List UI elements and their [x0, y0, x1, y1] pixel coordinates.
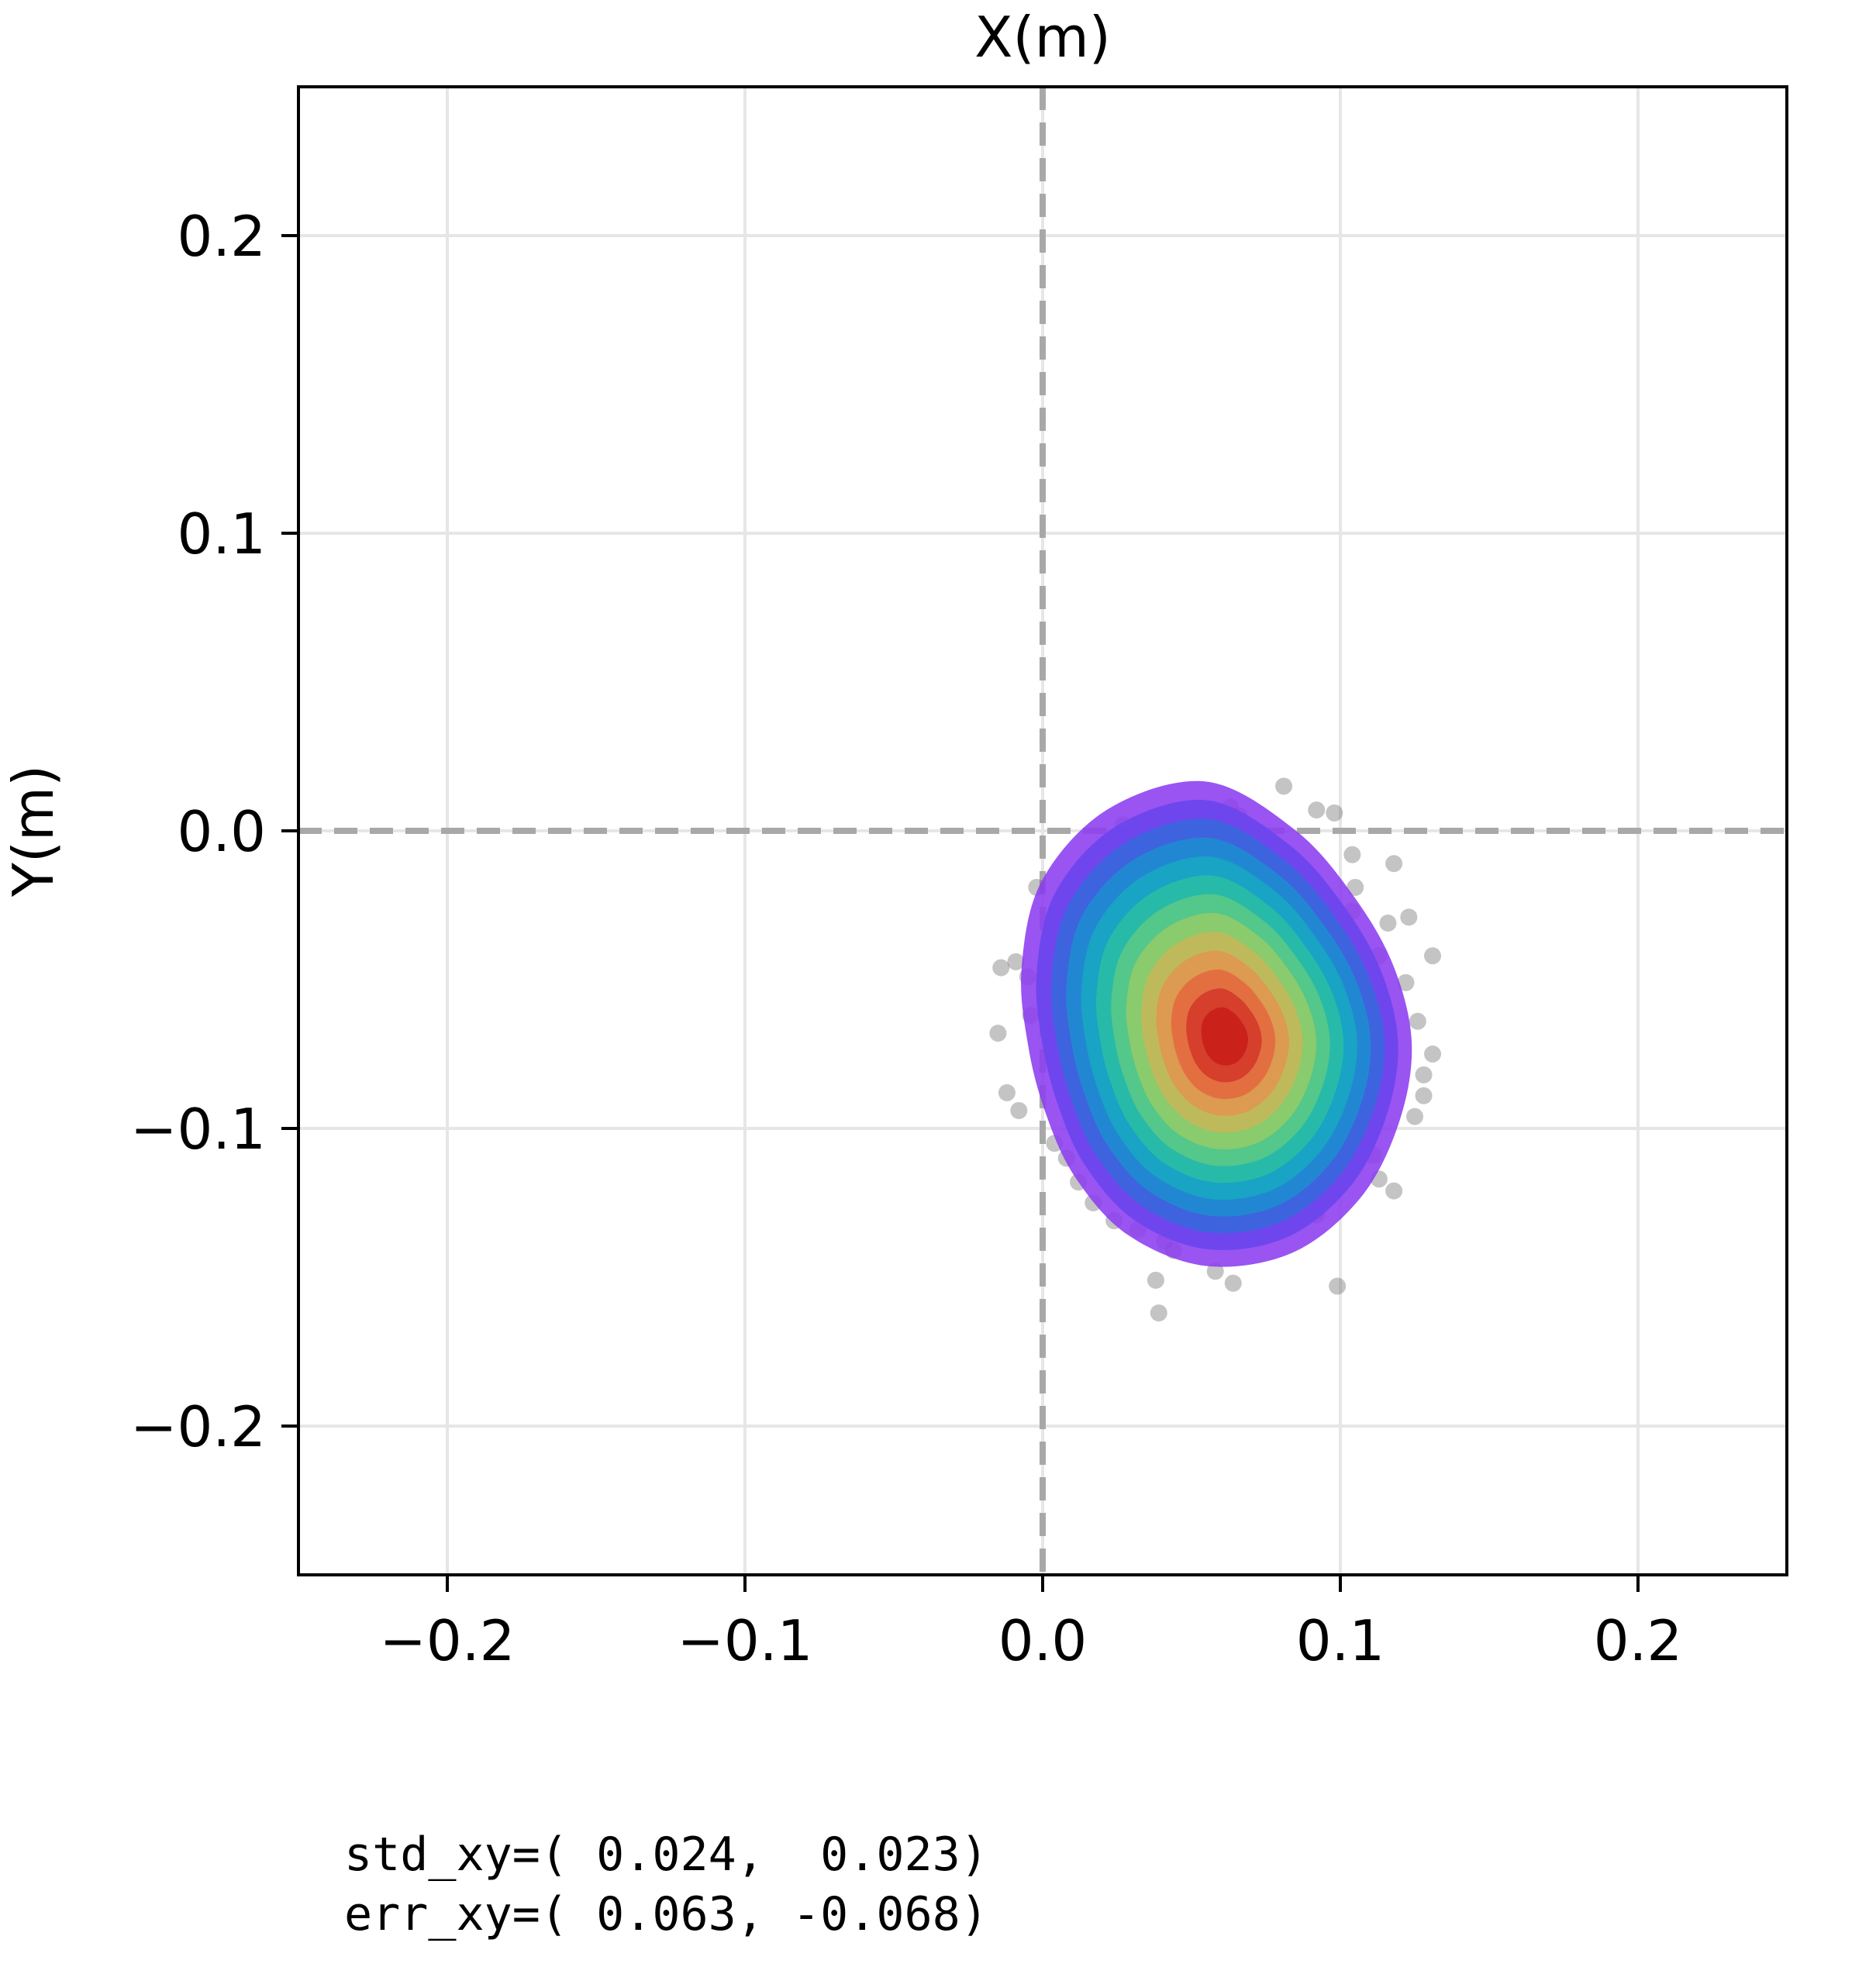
scatter-point-59 [1385, 1182, 1403, 1200]
y-tick-label-4: 0.2 [177, 204, 266, 269]
scatter-point-42 [1415, 1066, 1433, 1083]
scatter-point-43 [1424, 1046, 1442, 1063]
scatter-point-25 [1010, 1101, 1028, 1119]
scatter-point-55 [1329, 1277, 1347, 1295]
density-level-12 [1201, 1007, 1249, 1066]
scatter-point-51 [1206, 1263, 1224, 1280]
x-tick-label-4: 0.2 [1594, 1608, 1683, 1673]
y-axis-label: Y(m) [1, 765, 66, 897]
x-axis-label: X(m) [974, 5, 1111, 70]
x-tick-label-1: −0.1 [678, 1608, 813, 1673]
x-tick-label-0: −0.2 [380, 1608, 516, 1673]
scatter-point-47 [1379, 915, 1397, 932]
scatter-point-0 [1275, 777, 1293, 795]
scatter-point-48 [1347, 878, 1364, 896]
scatter-point-44 [1409, 1012, 1426, 1030]
x-tick-label-3: 0.1 [1296, 1608, 1385, 1673]
y-tick-label-3: 0.1 [177, 501, 266, 567]
x-tick-label-2: 0.0 [998, 1608, 1088, 1673]
scatter-point-17 [1400, 908, 1418, 926]
scatter-point-52 [1147, 1271, 1164, 1289]
scatter-point-54 [1224, 1274, 1242, 1292]
scatter-point-21 [992, 959, 1010, 977]
y-tick-label-1: −0.1 [130, 1097, 266, 1162]
y-tick-label-0: −0.2 [130, 1394, 266, 1459]
scatter-point-11 [1385, 855, 1403, 873]
scatter-point-10 [1343, 846, 1361, 863]
x-axis-ticks: −0.2 −0.1 0.0 0.1 0.2 [380, 1575, 1683, 1673]
scatter-point-53 [1150, 1304, 1167, 1322]
std-annotation: std_xy=( 0.024, 0.023) [344, 1828, 988, 1882]
scatter-point-22 [989, 1025, 1007, 1042]
y-axis-ticks: −0.2 −0.1 0.0 0.1 0.2 [130, 204, 298, 1459]
density-contours [1021, 780, 1412, 1267]
scatter-point-18 [1424, 947, 1442, 965]
err-annotation: err_xy=( 0.063, -0.068) [344, 1887, 988, 1941]
scatter-point-1 [1308, 801, 1326, 819]
scatter-point-19 [1007, 953, 1025, 970]
scatter-point-45 [1397, 973, 1415, 991]
scatter-point-24 [998, 1083, 1016, 1101]
scatter-point-41 [1406, 1108, 1423, 1125]
scatter-point-2 [1326, 804, 1343, 822]
y-tick-label-2: 0.0 [177, 799, 266, 864]
scatter-point-58 [1415, 1087, 1433, 1104]
